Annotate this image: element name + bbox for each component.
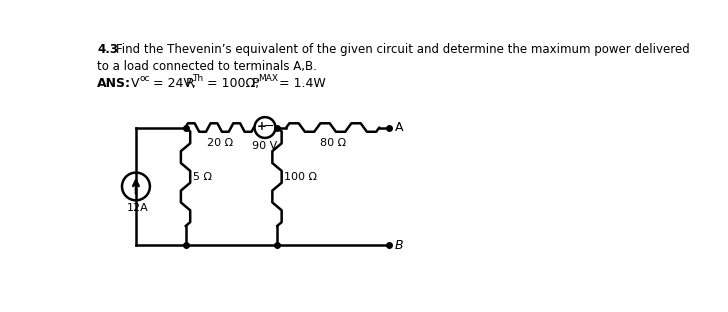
Text: −: − xyxy=(264,120,274,133)
Text: Find the Thevenin’s equivalent of the given circuit and determine the maximum po: Find the Thevenin’s equivalent of the gi… xyxy=(116,43,689,56)
Text: = 100Ω;: = 100Ω; xyxy=(207,77,260,90)
Text: 90 V: 90 V xyxy=(253,141,277,151)
Text: 100 Ω: 100 Ω xyxy=(284,172,317,182)
Text: ANS:: ANS: xyxy=(98,77,131,90)
Text: 12A: 12A xyxy=(127,203,149,213)
Text: 4.3: 4.3 xyxy=(98,43,118,56)
Text: +: + xyxy=(256,120,266,133)
Text: P: P xyxy=(251,77,259,90)
Text: R: R xyxy=(186,77,194,90)
Text: to a load connected to terminals A,B.: to a load connected to terminals A,B. xyxy=(98,60,317,73)
Text: 80 Ω: 80 Ω xyxy=(320,138,346,148)
Text: MAX: MAX xyxy=(258,74,278,83)
Text: oc: oc xyxy=(140,74,150,83)
Text: Th: Th xyxy=(192,74,204,83)
Text: A: A xyxy=(395,121,403,134)
Text: = 24V;: = 24V; xyxy=(153,77,196,90)
Text: B: B xyxy=(395,239,403,252)
Text: V: V xyxy=(131,77,140,90)
Text: = 1.4W: = 1.4W xyxy=(279,77,325,90)
Text: 5 Ω: 5 Ω xyxy=(192,172,212,182)
Text: 20 Ω: 20 Ω xyxy=(207,138,233,148)
